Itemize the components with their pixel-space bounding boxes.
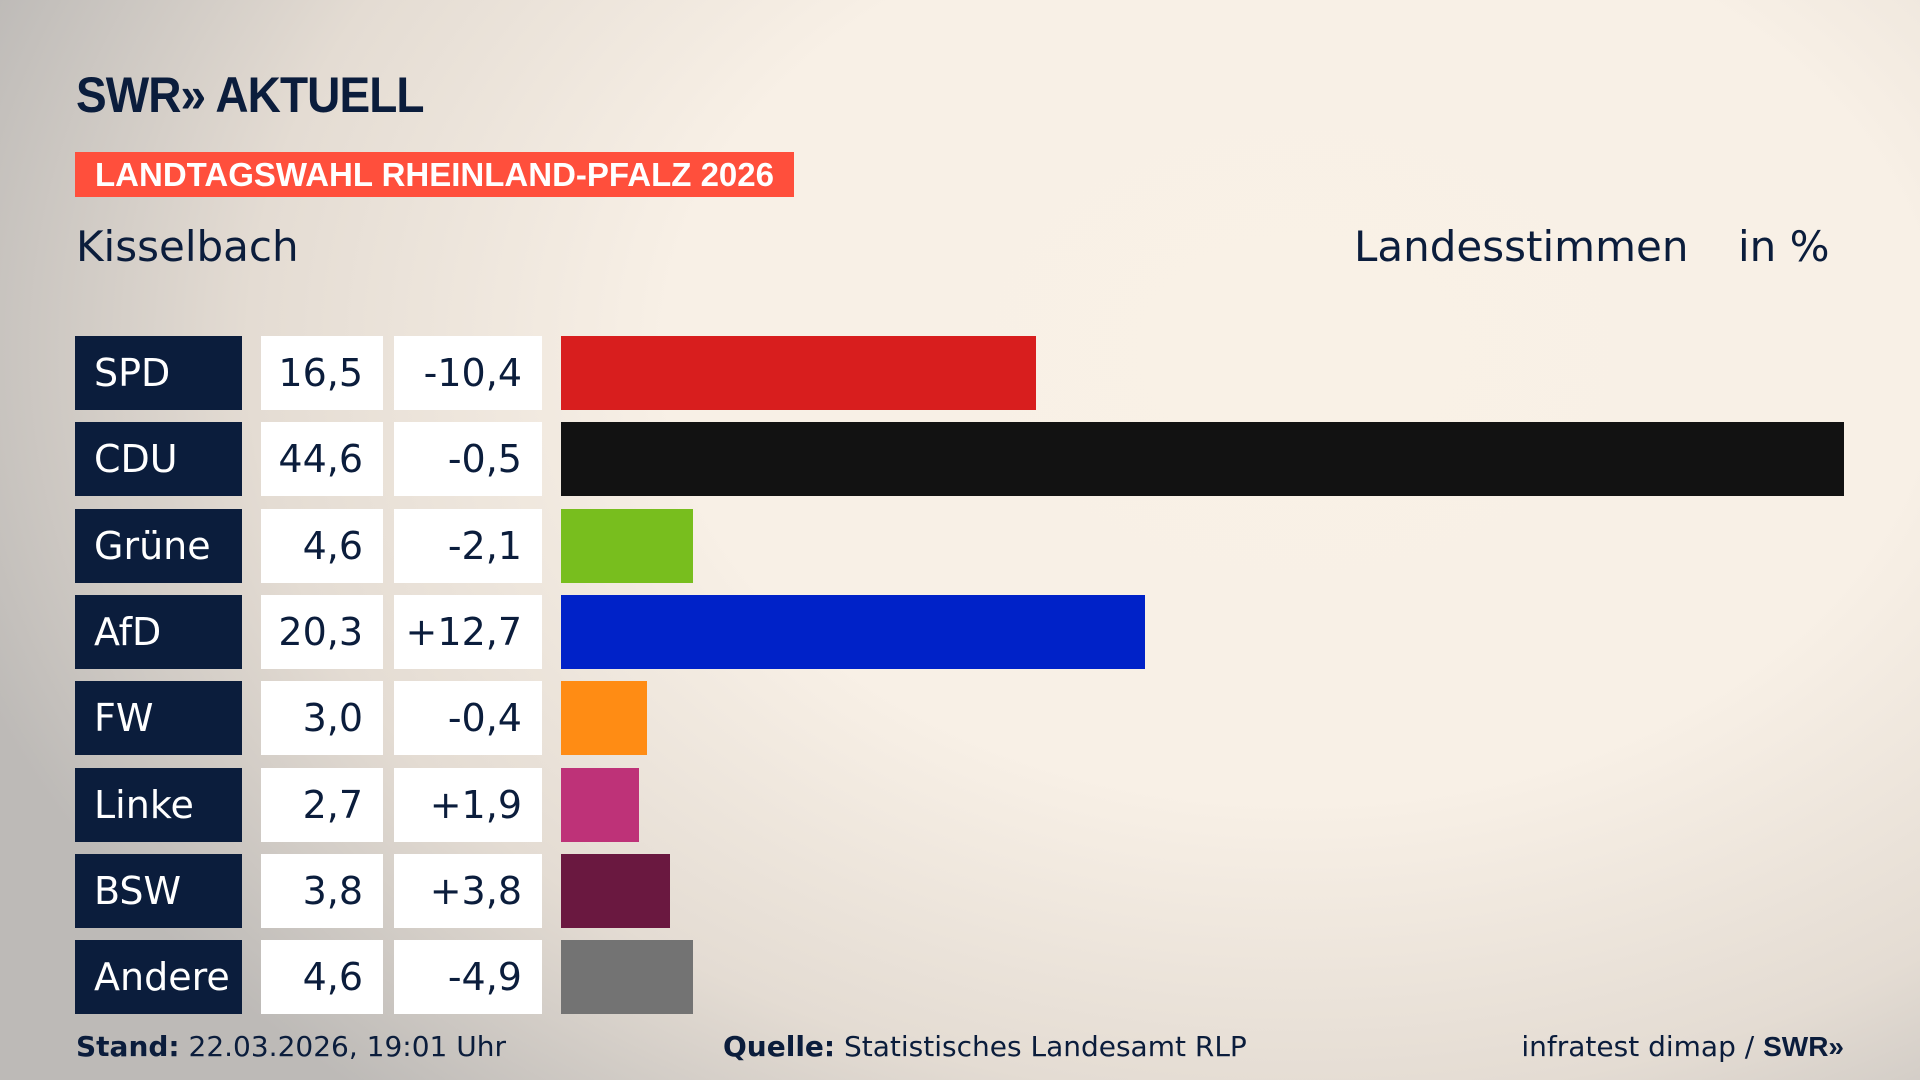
measure-label: Landesstimmen	[1354, 222, 1689, 271]
diff-label: +1,9	[394, 767, 542, 842]
bar-afd	[561, 594, 1145, 669]
party-label: FW	[75, 681, 242, 756]
value-label: 3,0	[261, 681, 383, 756]
bar-spd	[561, 336, 1036, 410]
source-value: Statistisches Landesamt RLP	[835, 1030, 1247, 1063]
source: Quelle: Statistisches Landesamt RLP	[723, 1030, 1247, 1063]
party-label: Grüne	[75, 508, 242, 583]
bar-linke	[561, 767, 639, 842]
value-label: 2,7	[261, 767, 383, 842]
swr-logo: SWR»	[1763, 1031, 1844, 1062]
diff-label: -4,9	[394, 940, 542, 1015]
place-title: Kisselbach	[76, 222, 299, 271]
credit: infratest dimap / SWR»	[1521, 1030, 1844, 1063]
value-label: 3,8	[261, 853, 383, 928]
party-label: Andere	[75, 940, 242, 1015]
party-label: AfD	[75, 594, 242, 669]
value-label: 4,6	[261, 508, 383, 583]
party-label: Linke	[75, 767, 242, 842]
election-badge: LANDTAGSWAHL RHEINLAND-PFALZ 2026	[75, 152, 794, 197]
bar-cdu	[561, 422, 1844, 497]
credit-text: infratest dimap /	[1521, 1030, 1764, 1063]
diff-label: +3,8	[394, 853, 542, 928]
bar-fw	[561, 681, 648, 756]
source-label: Quelle:	[723, 1030, 836, 1063]
party-label: CDU	[75, 422, 242, 497]
unit-label: in %	[1738, 222, 1830, 271]
value-label: 20,3	[261, 594, 383, 669]
diff-label: -2,1	[394, 508, 542, 583]
bar-andere	[561, 940, 694, 1015]
diff-label: -0,5	[394, 422, 542, 497]
party-label: SPD	[75, 336, 242, 410]
bar-grüne	[561, 508, 694, 583]
swr-aktuell-logo: SWR» AKTUELL	[76, 67, 424, 123]
stand: Stand: 22.03.2026, 19:01 Uhr	[76, 1030, 506, 1063]
diff-label: -10,4	[394, 336, 542, 410]
bar-bsw	[561, 853, 671, 928]
value-label: 16,5	[261, 336, 383, 410]
diff-label: +12,7	[394, 594, 542, 669]
stand-value: 22.03.2026, 19:01 Uhr	[179, 1030, 506, 1063]
party-label: BSW	[75, 853, 242, 928]
diff-label: -0,4	[394, 681, 542, 756]
value-label: 4,6	[261, 940, 383, 1015]
stand-label: Stand:	[76, 1030, 180, 1063]
value-label: 44,6	[261, 422, 383, 497]
